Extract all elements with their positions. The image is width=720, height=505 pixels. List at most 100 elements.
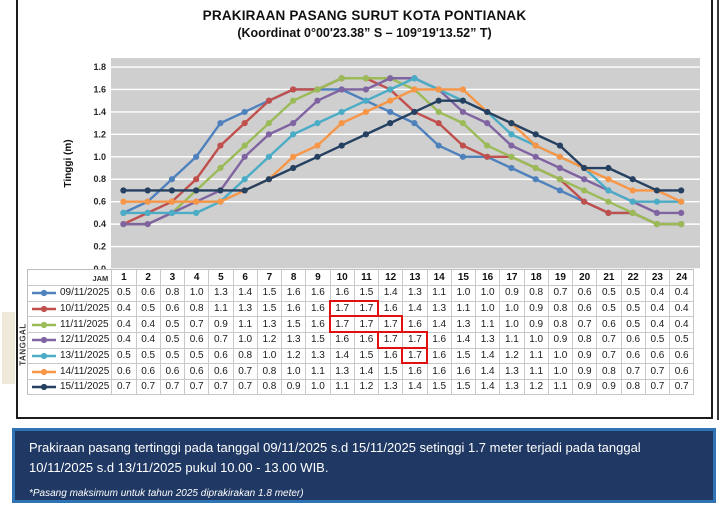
value-cell: 1.6 [282,301,307,318]
date-legend-cell: 10/11/2025 [28,301,113,318]
value-cell: 0.7 [233,364,258,380]
hour-header-cell: 4 [185,270,210,286]
value-cell: 0.7 [645,364,671,380]
value-cell: 1.0 [185,286,210,302]
y-tick-label: 1.8 [93,62,106,72]
value-cell: 0.6 [670,364,695,380]
series-marker [484,108,491,116]
value-cell: 0.7 [185,379,210,396]
value-cell: 0.7 [597,348,622,365]
value-cell: 1.5 [257,286,283,302]
series-marker [144,221,151,228]
value-cell: 0.5 [645,332,671,349]
series-marker [629,209,636,216]
value-cell: 0.4 [112,301,137,318]
left-margin-strip [2,312,15,384]
value-cell: 0.8 [597,364,622,380]
value-cell: 1.4 [379,286,404,302]
value-cell: 1.1 [524,348,549,365]
series-marker [168,187,176,194]
series-marker [605,187,612,194]
series-marker [362,131,370,138]
y-tick-label: 0.8 [93,174,106,184]
value-cell: 0.8 [160,286,186,302]
value-cell: 1.7 [330,317,355,333]
value-cell: 1.1 [427,286,452,302]
value-cell: 1.4 [427,317,452,333]
value-cell: 0.5 [160,332,186,349]
series-marker [362,75,370,82]
value-cell: 1.0 [476,286,501,302]
series-marker [314,120,321,127]
value-cell: 1.6 [427,348,452,365]
value-cell: 1.6 [354,332,380,349]
value-cell: 1.5 [427,379,452,396]
value-cell: 0.5 [621,286,646,302]
series-marker [484,153,491,160]
value-cell: 1.0 [451,286,477,302]
series-marker [314,153,321,160]
series-marker [411,108,418,116]
value-cell: 0.5 [185,348,210,365]
value-cell: 1.4 [476,348,501,365]
series-line-12/11/2025 [122,77,683,226]
value-cell: 0.6 [621,348,646,365]
value-cell: 0.9 [573,364,598,380]
series-marker [435,108,442,116]
value-cell: 1.6 [379,301,404,318]
value-cell: 0.8 [233,348,258,365]
hour-header-cell: 8 [282,270,307,286]
value-cell: 0.4 [136,317,161,333]
value-cell: 0.4 [645,301,671,318]
series-marker [193,176,200,183]
hour-header-cell: 19 [548,270,574,286]
series-marker [338,108,345,116]
value-cell: 0.8 [257,379,283,396]
value-cell: 0.5 [136,348,161,365]
value-cell: 1.7 [330,301,355,318]
value-cell: 1.1 [500,332,525,349]
value-cell: 1.4 [451,332,477,349]
value-cell: 0.7 [670,379,695,396]
value-cell: 1.0 [548,364,574,380]
value-cell: 1.6 [379,348,404,365]
value-cell: 1.4 [330,348,355,365]
value-cell: 0.9 [597,379,622,396]
series-marker [508,131,515,138]
series-marker [532,142,539,149]
chart-title: PRAKIRAAN PASANG SURUT KOTA PONTIANAK [202,8,527,23]
series-marker [653,198,661,205]
series-marker [581,176,588,183]
value-cell: 1.3 [233,301,258,318]
value-cell: 1.0 [500,317,525,333]
value-cell: 0.9 [548,332,574,349]
hour-header-cell: 14 [427,270,452,286]
value-cell: 1.5 [451,348,477,365]
series-marker [290,164,297,172]
series-marker [338,86,345,93]
date-label: 12/11/2025 [60,334,110,346]
value-cell: 1.4 [354,364,380,380]
value-cell: 0.9 [573,348,598,365]
value-cell: 1.6 [330,286,355,302]
series-marker [532,164,539,172]
value-cell: 0.7 [597,332,622,349]
series-marker [605,209,612,216]
value-cell: 1.0 [257,348,283,365]
series-marker [241,142,248,149]
value-cell: 1.6 [427,364,452,380]
y-tick-label: 1.0 [93,152,106,162]
series-marker [387,86,394,93]
series-marker [435,142,442,149]
hour-header-cell: 10 [330,270,355,286]
value-cell: 1.0 [306,379,331,396]
value-cell: 1.3 [282,332,307,349]
value-cell: 0.6 [112,364,137,380]
series-marker [508,142,515,149]
value-cell: 0.4 [645,286,671,302]
value-cell: 0.7 [112,379,137,396]
series-marker [411,86,418,93]
series-marker [241,120,248,127]
value-cell: 0.5 [160,348,186,365]
